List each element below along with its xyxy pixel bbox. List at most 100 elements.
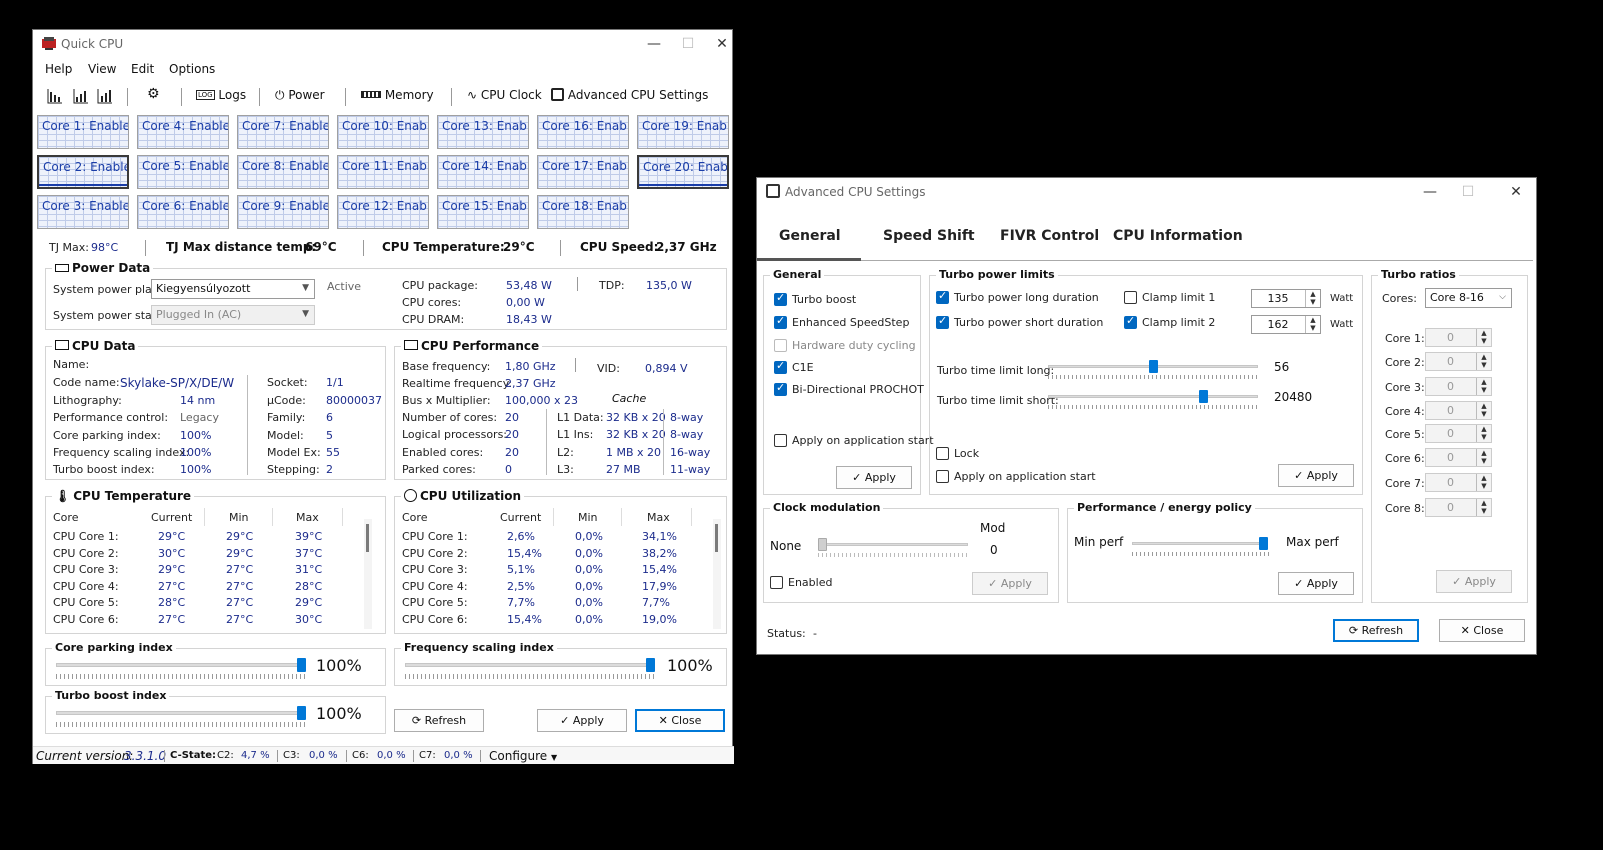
apply-button[interactable]: ✓ Apply — [537, 709, 627, 732]
spinner-arrows-icon[interactable]: ▲ ▼ — [1476, 402, 1491, 419]
energy-policy-thumb[interactable] — [1259, 537, 1268, 550]
turbo-power-apply-button[interactable]: ✓ Apply — [1278, 464, 1354, 487]
general-apply-button[interactable]: ✓ Apply — [836, 466, 912, 489]
energy-policy-apply-button[interactable]: ✓ Apply — [1278, 572, 1354, 595]
clock-mod-thumb[interactable] — [818, 538, 827, 551]
core-parking-track[interactable] — [56, 663, 306, 667]
ratio-core-7-stepper[interactable]: 0 ▲ ▼ — [1425, 473, 1492, 492]
ratio-core-8-stepper[interactable]: 0 ▲ ▼ — [1425, 498, 1492, 517]
lock-checkbox[interactable] — [936, 447, 949, 460]
c1e-checkbox[interactable] — [774, 359, 787, 374]
core-tile[interactable]: Core 12: Enabled — [337, 195, 429, 229]
ratio-core-5-stepper[interactable]: 0 ▲ ▼ — [1425, 424, 1492, 443]
adv-title-bar[interactable]: Advanced CPU Settings — ☐ ✕ — [757, 178, 1536, 206]
ratio-core-4-stepper[interactable]: 0 ▲ ▼ — [1425, 401, 1492, 420]
logs-button[interactable]: LOG Logs — [196, 88, 246, 102]
bidirectional-prochot-checkbox[interactable] — [774, 381, 787, 396]
spinner-arrows-icon[interactable]: ▲ ▼ — [1476, 353, 1491, 370]
turbo-boost-track[interactable] — [56, 711, 306, 715]
core-parking-thumb[interactable] — [297, 658, 306, 672]
spinner-arrows-icon[interactable]: ▲ ▼ — [1476, 474, 1491, 491]
configure-menu[interactable]: Configure ▼ — [489, 749, 558, 763]
hardware-duty-cycling-checkbox[interactable] — [774, 339, 787, 352]
core-tile[interactable]: Core 11: Enabled — [337, 155, 429, 189]
gear-icon[interactable]: ⚙ — [147, 86, 160, 102]
turbo-apply-on-start-checkbox[interactable] — [936, 470, 949, 483]
core-tile[interactable]: Core 14: Enabled — [437, 155, 529, 189]
minimize-icon[interactable]: — — [647, 36, 661, 52]
cores-select[interactable]: Core 8-16 ⌵ — [1425, 288, 1512, 308]
maximize-icon[interactable]: ☐ — [681, 36, 695, 52]
ratio-core-1-stepper[interactable]: 0 ▲ ▼ — [1425, 328, 1492, 347]
spinner-arrows-icon[interactable]: ▲ ▼ — [1476, 425, 1491, 442]
close-button[interactable]: ✕ Close — [635, 709, 725, 732]
temp-scrollbar[interactable] — [364, 519, 372, 629]
clock-enabled-checkbox[interactable] — [770, 576, 783, 589]
memory-button[interactable]: Memory — [361, 88, 434, 102]
spinner-arrows-icon[interactable]: ▲ ▼ — [1476, 449, 1491, 466]
tab-fivr-control[interactable]: FIVR Control — [1000, 228, 1100, 244]
enhanced-speedstep-checkbox[interactable] — [774, 314, 787, 329]
core-tile[interactable]: Core 10: Enabled — [337, 115, 429, 149]
core-tile[interactable]: Core 18: Enabled — [537, 195, 629, 229]
clamp-limit-1-checkbox[interactable] — [1124, 291, 1137, 304]
tab-cpu-information[interactable]: CPU Information — [1113, 228, 1243, 244]
title-bar[interactable]: Quick CPU — ☐ ✕ — [33, 30, 732, 58]
menu-view[interactable]: View — [88, 62, 117, 76]
menu-options[interactable]: Options — [169, 62, 216, 76]
clock-mod-track[interactable] — [818, 543, 968, 546]
chart-bars-icon[interactable] — [47, 88, 63, 104]
clock-apply-button[interactable]: ✓ Apply — [972, 572, 1048, 595]
core-tile[interactable]: Core 2: Enabled — [37, 155, 129, 189]
core-tile[interactable]: Core 9: Enabled — [237, 195, 329, 229]
chart-stack-icon[interactable] — [73, 88, 89, 104]
core-tile[interactable]: Core 15: Enabled — [437, 195, 529, 229]
turbo-power-short-checkbox[interactable] — [936, 314, 949, 329]
adv-refresh-button[interactable]: ⟳ Refresh — [1333, 619, 1419, 642]
spinner-arrows-icon[interactable]: ▲ ▼ — [1305, 290, 1320, 307]
core-tile[interactable]: Core 8: Enabled — [237, 155, 329, 189]
tab-speed-shift[interactable]: Speed Shift — [883, 228, 975, 244]
general-apply-on-start-checkbox[interactable] — [774, 434, 787, 447]
core-tile[interactable]: Core 3: Enabled — [37, 195, 129, 229]
time-limit-short-track[interactable] — [1048, 395, 1258, 398]
refresh-button[interactable]: ⟳ Refresh — [394, 709, 484, 732]
spinner-arrows-icon[interactable]: ▲ ▼ — [1476, 499, 1491, 516]
power-button[interactable]: ⏻ Power — [275, 88, 325, 103]
frequency-scaling-track[interactable] — [405, 663, 655, 667]
ratio-core-2-stepper[interactable]: 0 ▲ ▼ — [1425, 352, 1492, 371]
power-limit-2-stepper[interactable]: 162 ▲ ▼ — [1251, 315, 1321, 334]
turbo-boost-thumb[interactable] — [297, 706, 306, 720]
core-tile[interactable]: Core 17: Enabled — [537, 155, 629, 189]
core-tile[interactable]: Core 13: Enabled — [437, 115, 529, 149]
util-scrollbar[interactable] — [713, 519, 721, 629]
ratio-core-3-stepper[interactable]: 0 ▲ ▼ — [1425, 377, 1492, 396]
core-tile[interactable]: Core 5: Enabled — [137, 155, 229, 189]
core-tile[interactable]: Core 19: Enabled — [637, 115, 729, 149]
menu-edit[interactable]: Edit — [131, 62, 155, 76]
power-state-select[interactable]: Plugged In (AC) ▼ — [151, 305, 315, 325]
power-plan-select[interactable]: Kiegyensúlyozott ▼ — [151, 279, 315, 299]
spinner-arrows-icon[interactable]: ▲ ▼ — [1476, 329, 1491, 346]
time-limit-long-thumb[interactable] — [1148, 360, 1158, 373]
close-icon[interactable]: ✕ — [1510, 184, 1522, 200]
core-tile[interactable]: Core 4: Enabled — [137, 115, 229, 149]
power-limit-1-stepper[interactable]: 135 ▲ ▼ — [1251, 289, 1321, 308]
menu-help[interactable]: Help — [45, 62, 73, 76]
ratio-core-6-stepper[interactable]: 0 ▲ ▼ — [1425, 448, 1492, 467]
core-tile[interactable]: Core 20: Enabled — [637, 155, 729, 189]
cpu-clock-button[interactable]: ∿ CPU Clock — [467, 88, 542, 102]
adv-close-button[interactable]: ✕ Close — [1439, 619, 1525, 642]
close-icon[interactable]: ✕ — [716, 36, 728, 52]
time-limit-short-thumb[interactable] — [1198, 390, 1208, 403]
core-tile[interactable]: Core 1: Enabled — [37, 115, 129, 149]
core-tile[interactable]: Core 7: Enabled — [237, 115, 329, 149]
core-tile[interactable]: Core 16: Enabled — [537, 115, 629, 149]
frequency-scaling-thumb[interactable] — [646, 658, 655, 672]
chart-line-icon[interactable] — [97, 88, 113, 104]
turbo-ratios-apply-button[interactable]: ✓ Apply — [1436, 570, 1512, 593]
advanced-settings-button[interactable]: Advanced CPU Settings — [551, 88, 708, 102]
spinner-arrows-icon[interactable]: ▲ ▼ — [1305, 316, 1320, 333]
spinner-arrows-icon[interactable]: ▲ ▼ — [1476, 378, 1491, 395]
energy-policy-track[interactable] — [1132, 542, 1268, 545]
